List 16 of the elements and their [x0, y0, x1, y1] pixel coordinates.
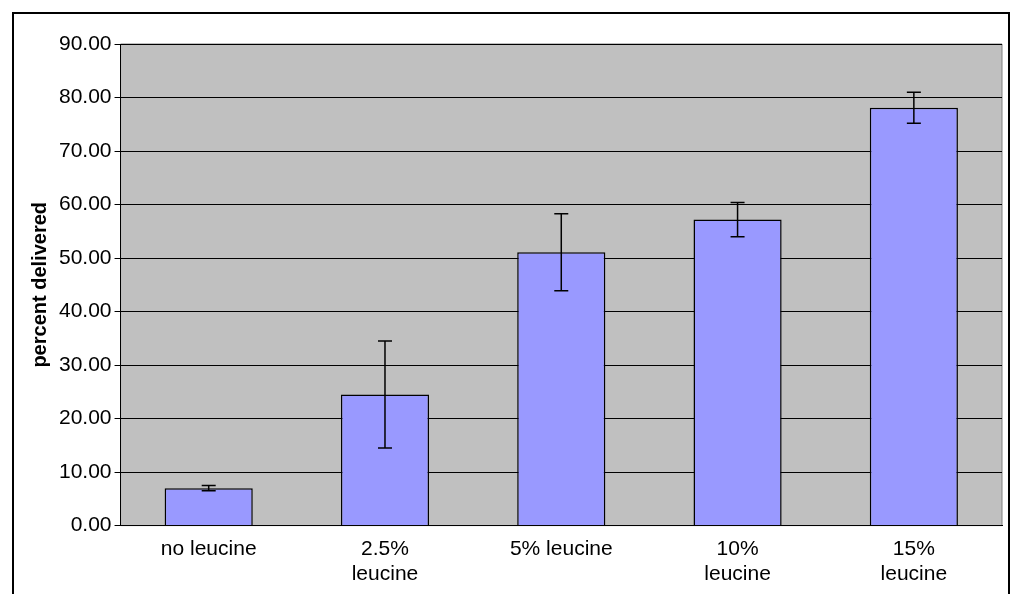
y-tick-label: 60.00: [58, 191, 112, 215]
x-tick-label: no leucine: [160, 536, 257, 559]
y-tick-label: 20.00: [58, 405, 112, 429]
y-tick-label: 40.00: [58, 298, 112, 322]
x-tick-label: 5% leucine: [509, 536, 613, 559]
y-tick-label: 0.00: [70, 512, 112, 536]
y-tick-label: 10.00: [58, 458, 112, 482]
y-tick-label: 90.00: [58, 30, 112, 54]
y-tick-label: 70.00: [58, 137, 112, 161]
x-tick-label: 15% leucine: [880, 536, 948, 585]
y-tick-label: 50.00: [58, 244, 112, 268]
x-tick-label: 10% leucine: [704, 536, 771, 585]
y-tick-label: 30.00: [58, 351, 112, 375]
x-tick-label: 2.5% leucine: [351, 536, 419, 585]
y-axis-title: percent delivered: [27, 201, 50, 368]
y-tick-label: 80.00: [58, 84, 112, 108]
